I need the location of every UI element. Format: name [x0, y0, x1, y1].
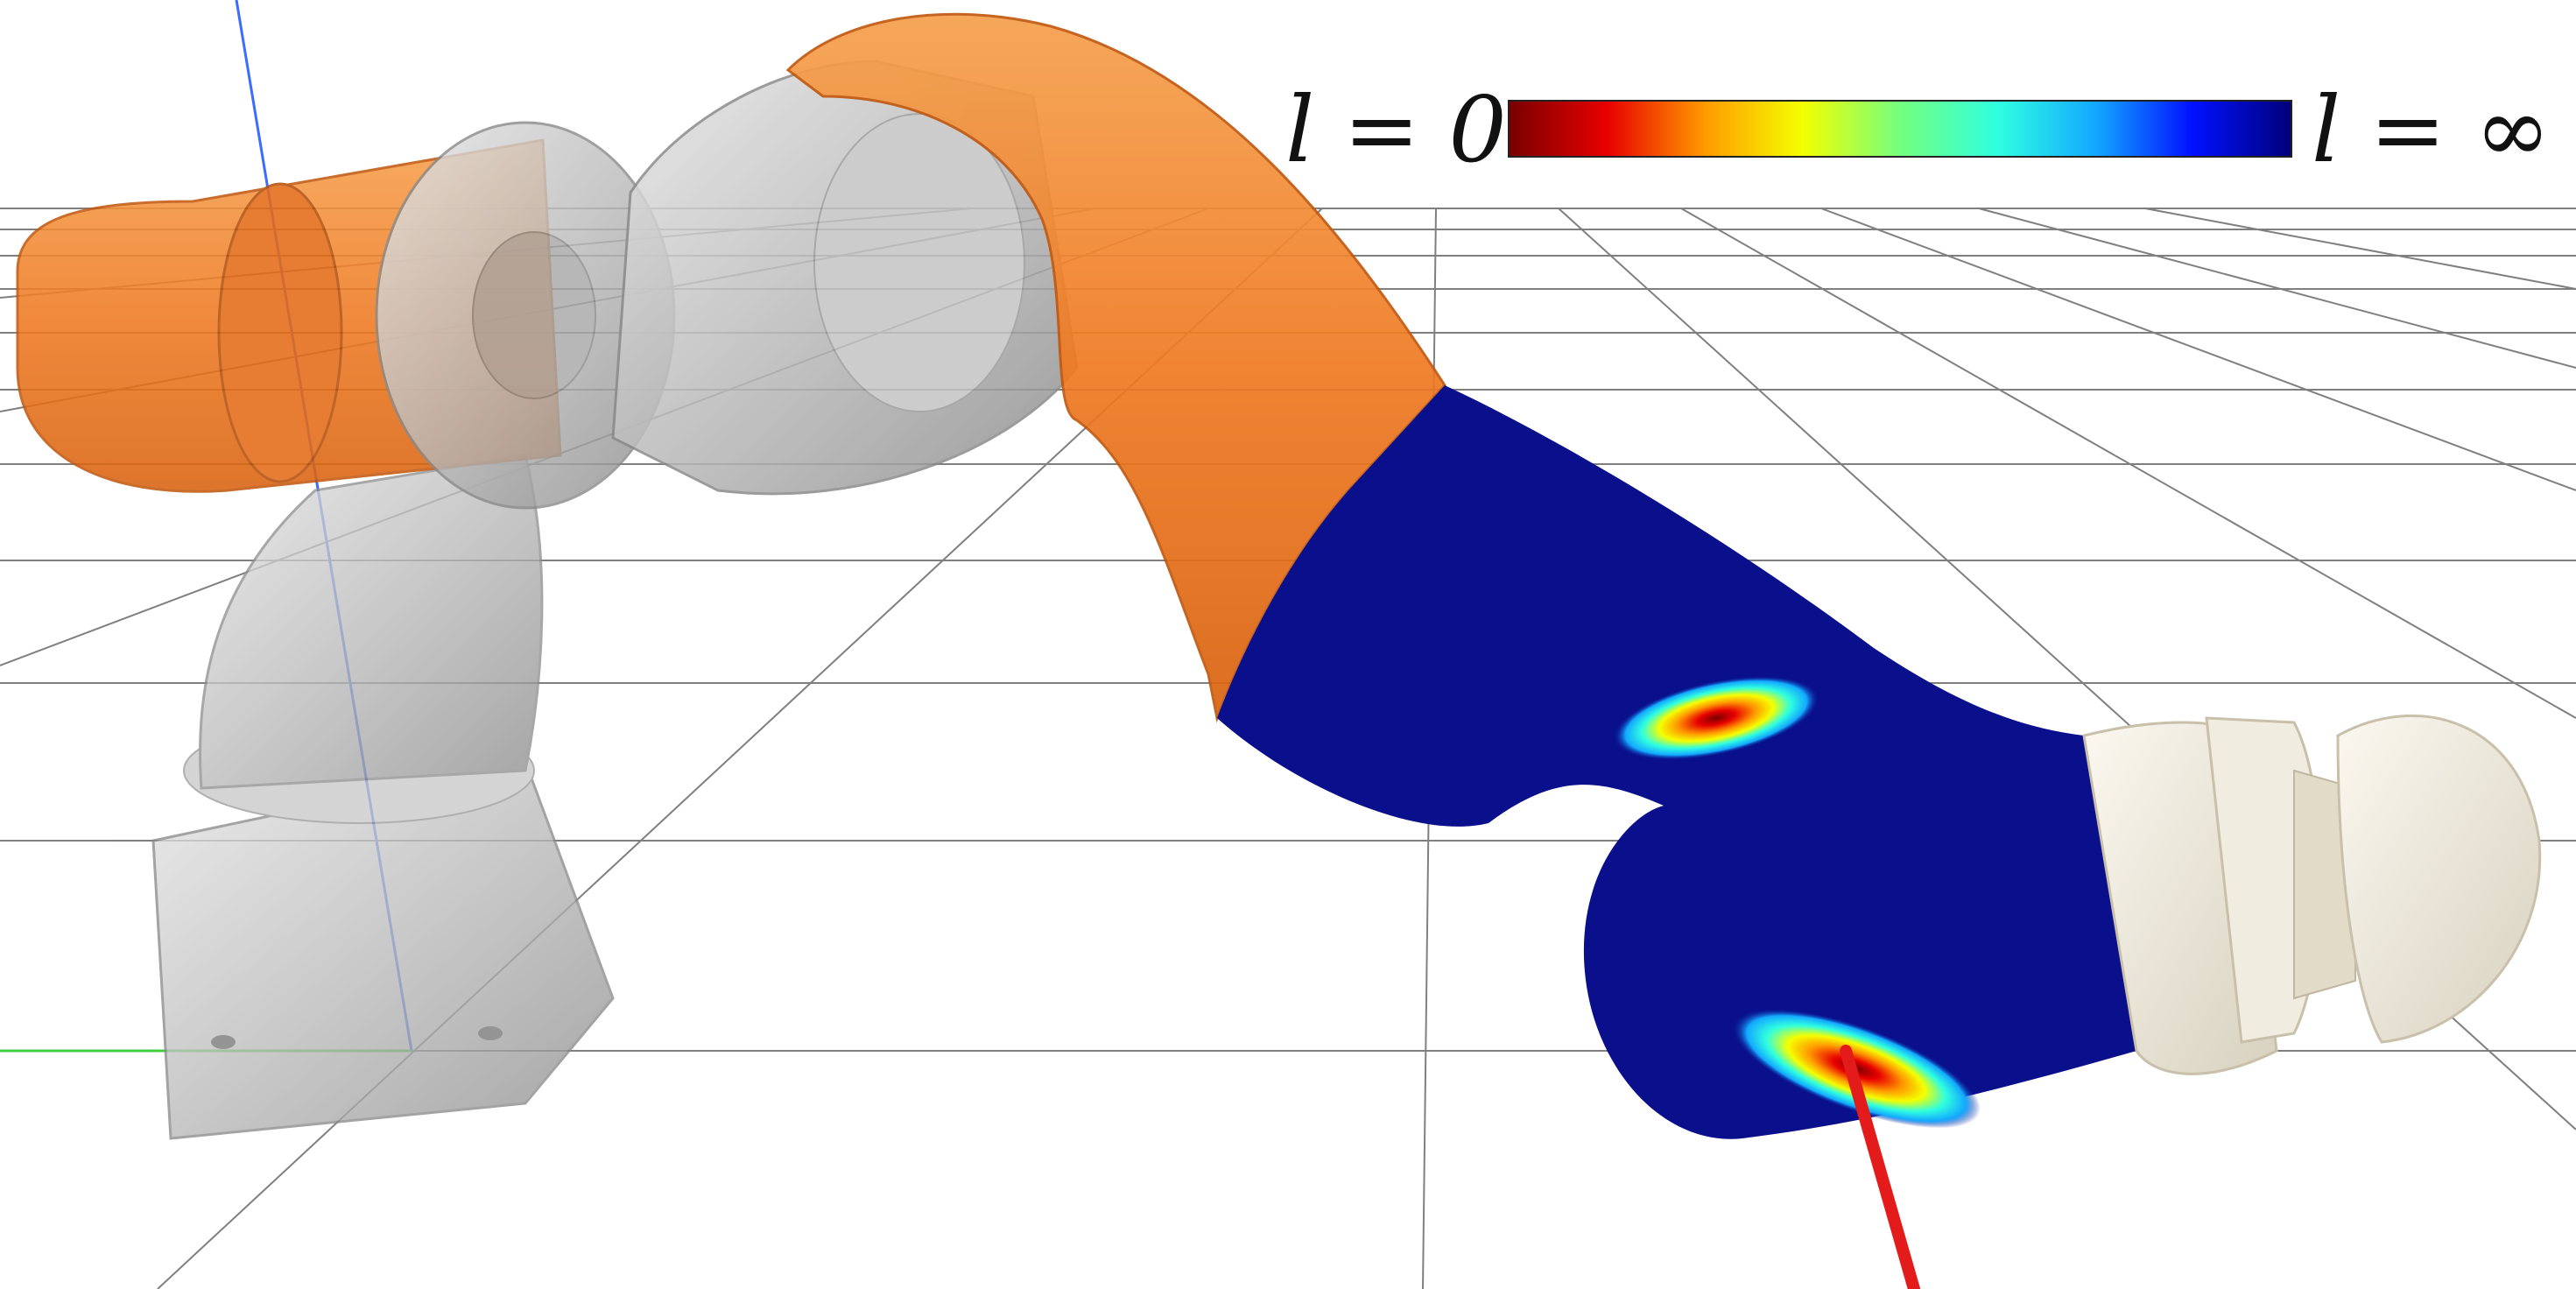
- robot-end-effector: [2336, 714, 2542, 1044]
- force-ray: [1840, 1045, 1920, 1289]
- legend-max-label: l = ∞: [2312, 76, 2551, 183]
- robot-upper-arm: [611, 60, 1079, 496]
- robot-shoulder-joint: [375, 121, 676, 510]
- legend-min-label: l = 0: [1285, 76, 1507, 183]
- contact-hotspot-upper: [1613, 675, 1819, 761]
- distance-colorbar: [1508, 100, 2292, 158]
- robot-forearm: [1217, 385, 2136, 1139]
- robot-wrist: [2082, 716, 2356, 1075]
- robot-base: [151, 454, 615, 1140]
